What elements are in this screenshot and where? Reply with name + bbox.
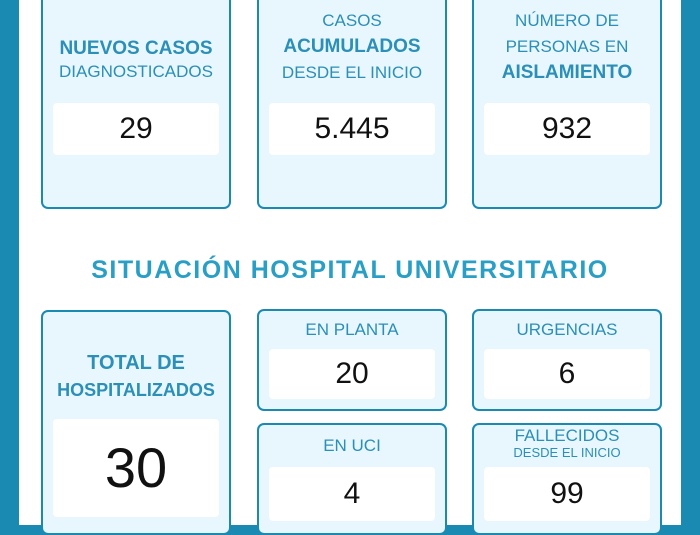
accumulated-cases-label-line-1: CASOS [322,11,382,30]
isolation-label: NÚMERO DE PERSONAS EN AISLAMIENTO [474,8,660,86]
total-hospitalized-label: TOTAL DE HOSPITALIZADOS [43,350,229,404]
total-hospitalized-value: 30 [53,419,219,517]
icu-value: 4 [269,467,435,521]
new-cases-card: NUEVOS CASOS DIAGNOSTICADOS 29 [41,0,231,209]
accumulated-cases-card: CASOS ACUMULADOS DESDE EL INICIO 5.445 [257,0,447,209]
ward-value: 20 [269,349,435,399]
accumulated-cases-label: CASOS ACUMULADOS DESDE EL INICIO [259,8,445,86]
ward-label: EN PLANTA [305,320,399,339]
total-hospitalized-label-line-1: TOTAL DE [87,352,185,374]
emergency-value: 6 [484,349,650,399]
isolation-card: NÚMERO DE PERSONAS EN AISLAMIENTO 932 [472,0,662,209]
ward-card: EN PLANTA 20 [257,309,447,411]
accumulated-cases-value: 5.445 [269,103,435,155]
total-hospitalized-card: TOTAL DE HOSPITALIZADOS 30 [41,310,231,535]
new-cases-label-line-2: DIAGNOSTICADOS [59,62,213,81]
icu-card: EN UCI 4 [257,423,447,535]
deceased-card: FALLECIDOS DESDE EL INICIO 99 [472,423,662,535]
section-title: SITUACIÓN HOSPITAL UNIVERSITARIO [91,256,609,284]
emergency-label: URGENCIAS [516,320,618,339]
isolation-label-line-3: AISLAMIENTO [501,62,633,83]
deceased-label: FALLECIDOS DESDE EL INICIO [474,427,660,461]
icu-label: EN UCI [323,436,381,455]
emergency-card: URGENCIAS 6 [472,309,662,411]
deceased-value: 99 [484,467,650,521]
deceased-label-line-2: DESDE EL INICIO [513,445,621,460]
dashboard-panel: NUEVOS CASOS DIAGNOSTICADOS 29 CASOS ACU… [19,0,681,535]
accumulated-cases-label-line-3: DESDE EL INICIO [281,63,423,82]
deceased-label-line-1: FALLECIDOS [514,426,620,445]
isolation-label-line-2: PERSONAS EN [505,37,629,56]
isolation-value: 932 [484,103,650,155]
isolation-label-line-1: NÚMERO DE [515,11,619,30]
accumulated-cases-label-line-2: ACUMULADOS [283,36,421,57]
new-cases-label-line-1: NUEVOS CASOS [59,38,213,59]
new-cases-value: 29 [53,103,219,155]
new-cases-label: NUEVOS CASOS DIAGNOSTICADOS [43,37,229,83]
total-hospitalized-label-line-2: HOSPITALIZADOS [57,380,215,400]
